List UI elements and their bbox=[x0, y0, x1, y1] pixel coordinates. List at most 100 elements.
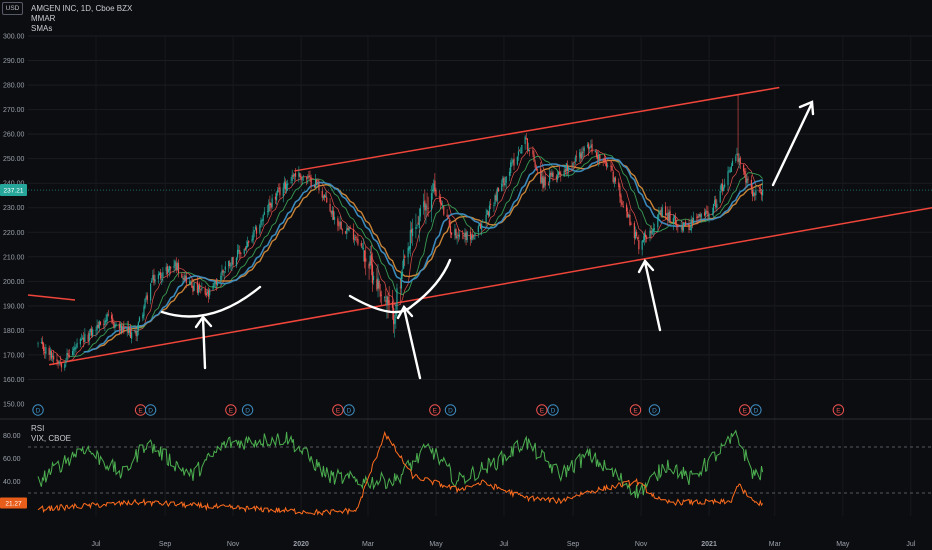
candle-body bbox=[464, 232, 466, 237]
candle-body bbox=[518, 150, 521, 152]
candle-body bbox=[83, 337, 85, 343]
candle-body bbox=[352, 229, 355, 240]
up-arrow-annotation-1 bbox=[194, 315, 213, 370]
indicator-smas[interactable]: SMAs bbox=[31, 24, 53, 33]
candles bbox=[37, 94, 764, 372]
rsi-label[interactable]: RSI bbox=[31, 424, 45, 433]
candle-body bbox=[504, 183, 506, 185]
candle-body bbox=[456, 236, 458, 239]
candle-body bbox=[735, 155, 737, 161]
marker-letter: E bbox=[138, 407, 143, 414]
candle-body bbox=[533, 154, 535, 162]
candle-body bbox=[177, 262, 180, 274]
candle-body bbox=[602, 160, 604, 161]
candle-body bbox=[111, 315, 113, 319]
candle-body bbox=[372, 275, 375, 281]
candle-body bbox=[729, 170, 731, 172]
candle-body bbox=[573, 161, 575, 163]
x-tick-label: Mar bbox=[362, 541, 375, 548]
candle-body bbox=[199, 285, 201, 290]
candle-body bbox=[455, 229, 457, 238]
candle-body bbox=[720, 183, 722, 191]
candle-body bbox=[66, 353, 68, 361]
candle-body bbox=[362, 248, 365, 250]
candle-body bbox=[627, 211, 629, 217]
candle-body bbox=[160, 272, 162, 279]
candle-body bbox=[279, 187, 281, 196]
candle-body bbox=[380, 294, 382, 296]
candle-body bbox=[259, 225, 261, 233]
candle-body bbox=[104, 320, 106, 326]
candle-body bbox=[691, 219, 693, 224]
candle-body bbox=[222, 269, 224, 273]
candle-body bbox=[158, 273, 161, 276]
candle-body bbox=[200, 289, 202, 290]
marker-letter: D bbox=[448, 407, 453, 414]
time-axis[interactable]: Jul Sep Nov 2020 Mar May Jul Sep Nov 2021 Mar May Ju… bbox=[92, 541, 916, 548]
candle-body bbox=[377, 277, 379, 289]
earnings-marker bbox=[225, 404, 237, 416]
candle-body bbox=[503, 177, 505, 186]
candle-body bbox=[205, 293, 207, 296]
x-tick-label: Jul bbox=[906, 541, 915, 548]
candle-body bbox=[181, 273, 183, 278]
candle-body bbox=[292, 175, 294, 177]
currency-badge[interactable]: USD bbox=[2, 2, 23, 15]
candle-body bbox=[527, 148, 530, 152]
x-tick-label: Nov bbox=[227, 541, 240, 548]
candle-body bbox=[487, 211, 489, 216]
candle-body bbox=[73, 348, 75, 351]
candle-body bbox=[322, 196, 324, 199]
candle-body bbox=[168, 266, 171, 271]
y-tick-label: 160.00 bbox=[3, 377, 25, 384]
candle-body bbox=[201, 288, 203, 290]
indicator-mmar[interactable]: MMAR bbox=[31, 14, 56, 23]
candle-body bbox=[128, 330, 131, 333]
marker-letter: E bbox=[743, 407, 748, 414]
candle-body bbox=[293, 174, 296, 176]
candle-body bbox=[692, 217, 695, 224]
candle-body bbox=[393, 308, 395, 325]
candle-body bbox=[481, 223, 483, 230]
candle-body bbox=[349, 226, 351, 229]
candle-body bbox=[161, 279, 163, 281]
x-tick-label: 2020 bbox=[293, 541, 309, 548]
y-tick-label: 200.00 bbox=[3, 279, 25, 286]
vix-label[interactable]: VIX, CBOE bbox=[31, 434, 72, 443]
candle-body bbox=[588, 143, 590, 150]
candle-body bbox=[243, 248, 245, 254]
candle-body bbox=[443, 206, 445, 215]
candle-body bbox=[660, 209, 662, 217]
candle-body bbox=[552, 172, 554, 178]
candle-body bbox=[574, 157, 576, 162]
vix-price-label: 21.27 bbox=[5, 500, 22, 507]
candle-body bbox=[473, 237, 475, 239]
candle-body bbox=[705, 210, 707, 216]
candle-body bbox=[44, 351, 46, 353]
candle-body bbox=[48, 347, 50, 355]
trend-channel[interactable] bbox=[27, 86, 932, 366]
candle-body bbox=[378, 280, 380, 289]
earnings-marker bbox=[832, 404, 845, 416]
hand-drawn-annotations[interactable] bbox=[160, 100, 815, 380]
candle-body bbox=[337, 218, 339, 226]
candle-body bbox=[664, 206, 667, 216]
candle-body bbox=[646, 236, 648, 239]
candle-body bbox=[505, 176, 507, 183]
candle-body bbox=[152, 275, 154, 280]
candle-body bbox=[255, 227, 258, 234]
candle-body bbox=[463, 235, 465, 237]
candle-body bbox=[566, 164, 569, 172]
candle-body bbox=[661, 207, 663, 217]
candle-body bbox=[185, 276, 187, 283]
y-tick-label: 300.00 bbox=[3, 34, 25, 41]
rsi-tick-label: 40.00 bbox=[3, 479, 21, 486]
candle-body bbox=[80, 339, 83, 340]
candle-body bbox=[220, 275, 222, 281]
candle-body bbox=[737, 153, 739, 163]
candle-body bbox=[415, 227, 417, 229]
vix-price-tag bbox=[0, 497, 27, 509]
candle-body bbox=[721, 183, 724, 192]
